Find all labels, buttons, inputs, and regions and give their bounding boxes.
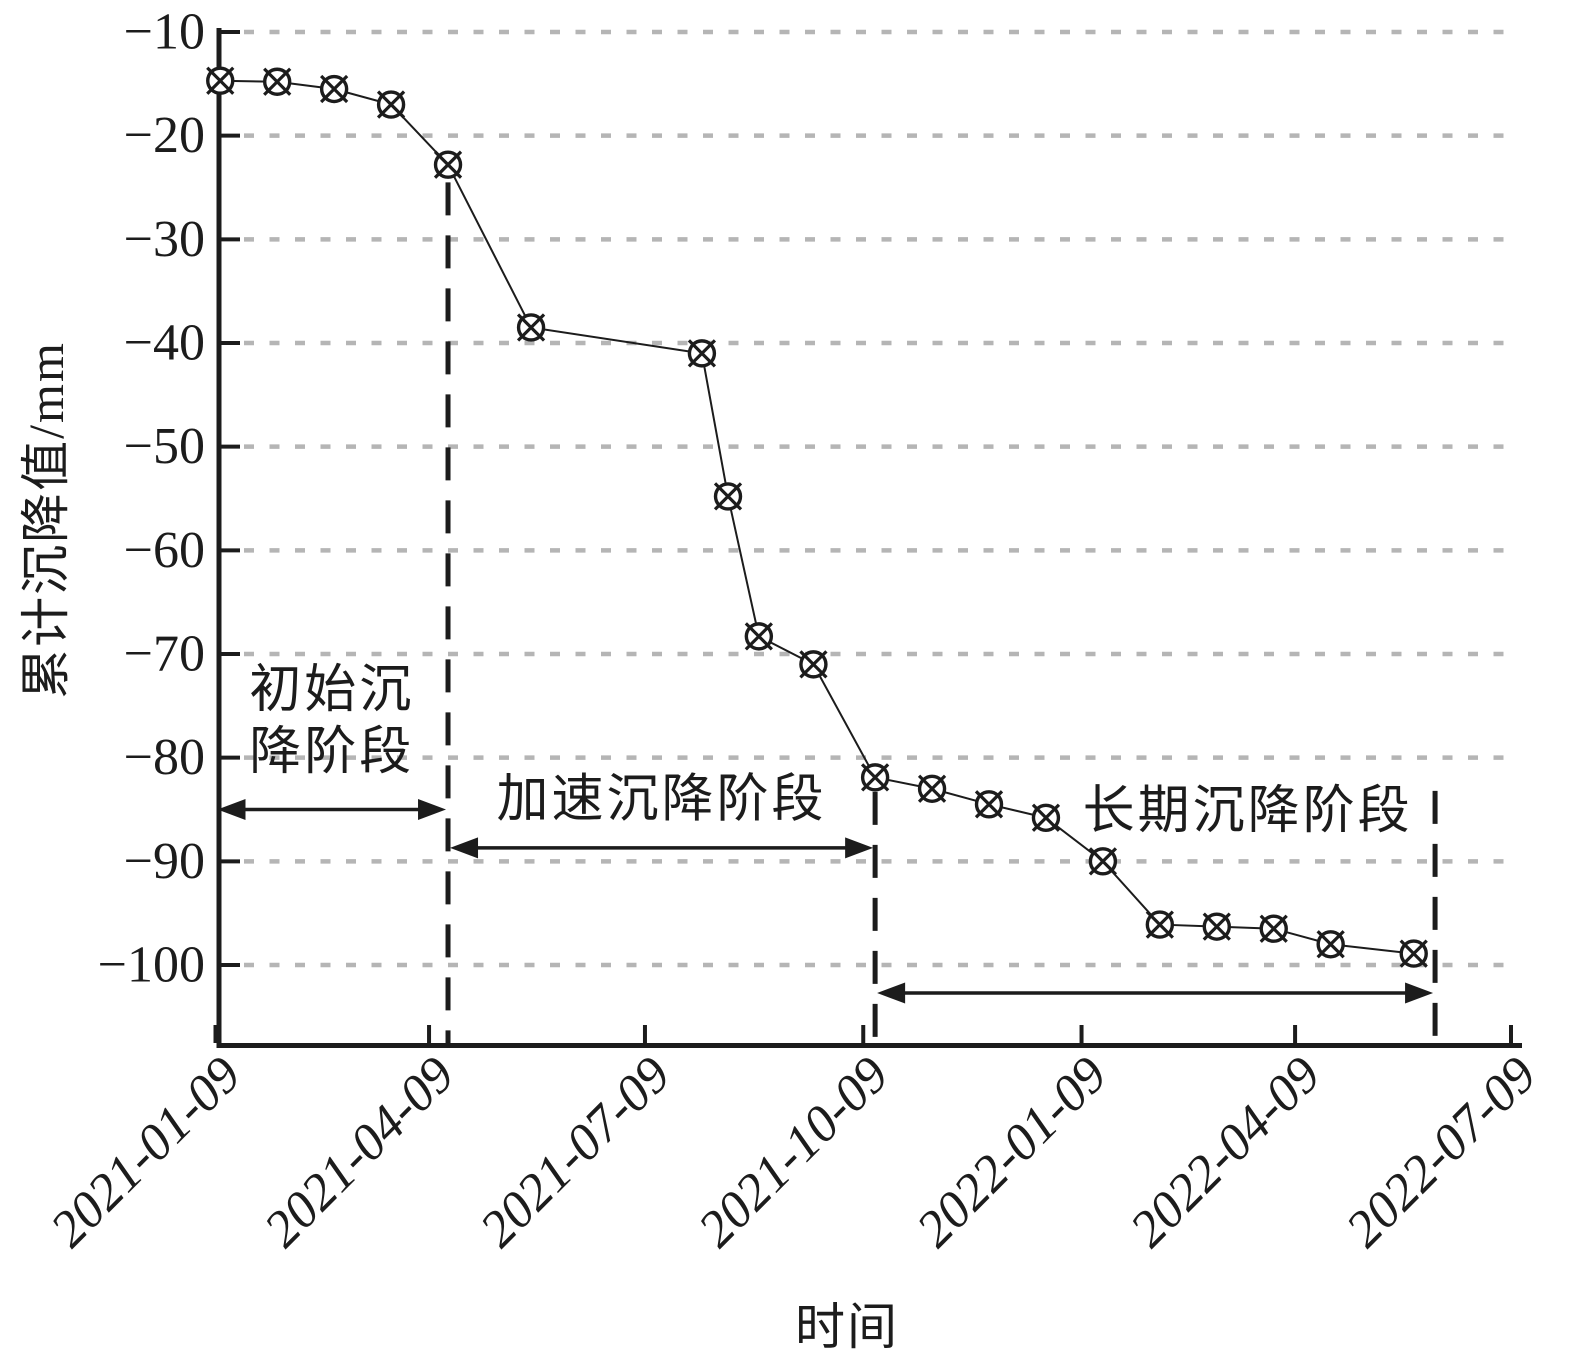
data-point-marker: [1031, 803, 1061, 832]
phase-arrow: [877, 982, 1434, 1004]
data-point-marker: [744, 622, 774, 651]
marker-cross-line: [1145, 910, 1174, 939]
data-point-marker: [376, 90, 406, 119]
data-point-marker: [1088, 847, 1118, 876]
y-tick-label: −80: [124, 729, 205, 786]
x-tick-label: 2021-04-09: [254, 1046, 466, 1258]
marker-cross-line: [263, 67, 292, 96]
data-point-marker: [433, 150, 463, 179]
data-point-marker: [1202, 912, 1231, 941]
marker-cross-line: [687, 339, 717, 368]
data-point-marker: [516, 313, 546, 342]
data-point-marker: [319, 74, 349, 104]
y-tick-label: −70: [124, 626, 205, 683]
data-point-marker: [1145, 910, 1175, 939]
y-tick-label: −40: [124, 315, 205, 372]
phase-arrow-head-right: [418, 799, 447, 820]
y-tick-label: −50: [124, 418, 205, 475]
marker-cross-line: [516, 313, 546, 342]
data-point-marker: [1399, 939, 1428, 968]
data-point-marker: [799, 650, 828, 679]
marker-cross-line: [1316, 930, 1345, 959]
marker-cross-line: [917, 774, 947, 803]
marker-cross-line: [320, 74, 349, 104]
data-point-marker: [687, 339, 717, 368]
y-tick-label: −90: [124, 833, 205, 890]
y-axis-title: 累计沉降值/mm: [18, 341, 74, 699]
data-point-marker: [860, 763, 890, 792]
y-tick-label: −10: [124, 4, 205, 61]
data-point-marker: [1316, 930, 1345, 959]
marker-cross-line: [433, 150, 463, 179]
marker-cross-line: [974, 790, 1004, 819]
data-point-marker: [974, 790, 1004, 819]
phase-label: 加速沉降阶段: [497, 772, 827, 829]
marker-cross-line: [713, 482, 743, 511]
y-tick-label: −30: [124, 211, 205, 268]
data-point-marker: [206, 66, 235, 95]
marker-cross-line: [376, 90, 406, 119]
marker-cross-line: [1031, 803, 1061, 832]
marker-cross-line: [744, 622, 773, 651]
x-axis-title: 时间: [795, 1299, 899, 1355]
data-point-marker: [917, 774, 947, 803]
data-point-marker: [262, 67, 292, 96]
x-tick-label: 2021-01-09: [40, 1046, 252, 1258]
marker-cross-line: [860, 763, 890, 792]
phase-arrow-head-right: [1405, 982, 1434, 1004]
phase-arrow-head-left: [217, 799, 246, 820]
phase-label: 长期沉降阶段: [1083, 783, 1413, 840]
data-point-marker: [1259, 914, 1288, 943]
marker-cross-line: [206, 66, 235, 95]
y-tick-label: −20: [124, 107, 205, 164]
data-point-marker: [713, 482, 743, 511]
phase-arrow-head-left: [450, 837, 479, 859]
phase-arrow-head-left: [877, 982, 906, 1004]
phase-label: 初始沉: [249, 662, 414, 719]
x-tick-label: 2022-07-09: [1336, 1046, 1548, 1258]
x-tick-label: 2022-01-09: [906, 1046, 1118, 1258]
x-tick-label: 2022-04-09: [1120, 1046, 1332, 1258]
y-tick-label: −60: [124, 522, 205, 579]
y-tick-label: −100: [98, 937, 205, 994]
marker-cross-line: [1259, 914, 1288, 943]
phase-arrow-head-right: [845, 837, 874, 859]
x-tick-label: 2021-10-09: [688, 1046, 900, 1258]
marker-cross-line: [799, 650, 828, 679]
marker-cross-line: [1088, 847, 1118, 876]
marker-cross-line: [1399, 939, 1428, 968]
phase-arrow: [450, 837, 874, 859]
x-tick-label: 2021-07-09: [470, 1046, 682, 1258]
marker-cross-line: [1202, 912, 1231, 941]
phase-label: 降阶段: [249, 724, 414, 781]
phase-arrow: [217, 799, 447, 820]
